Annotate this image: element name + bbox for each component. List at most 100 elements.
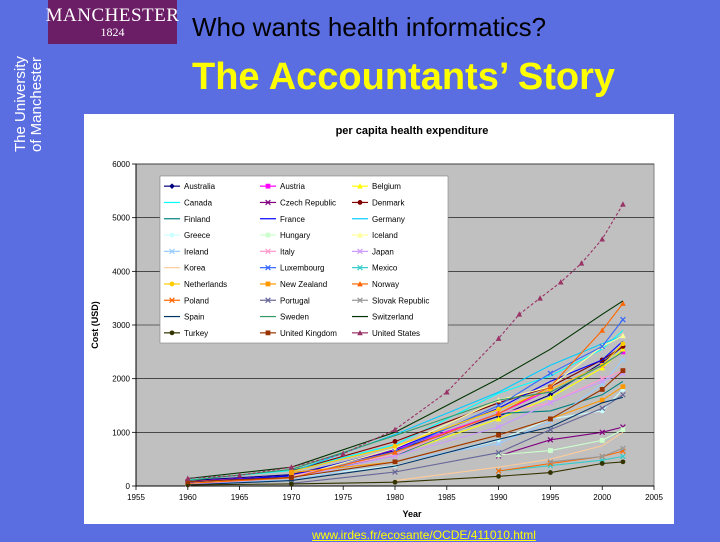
legend-label: United Kingdom [280,329,337,338]
data-point [392,479,398,485]
university-vertical-name: The University of Manchester [8,44,48,154]
series-group [288,391,626,487]
legend-label: Korea [184,264,206,273]
legend-item: United Kingdom [260,329,337,338]
logo-name: MANCHESTER [45,4,180,26]
legend-marker [265,281,271,287]
x-axis-label: Year [402,509,422,519]
y-tick-label: 0 [126,482,131,491]
data-point [620,201,626,207]
legend-marker [265,232,271,238]
data-point [547,383,554,390]
data-point [578,260,585,266]
data-point [537,295,543,301]
legend-item: Finland [164,215,210,224]
data-point [547,426,554,433]
legend-marker [265,183,271,189]
legend-item: New Zealand [260,280,327,289]
legend-label: Belgium [372,182,401,191]
legend-marker [169,330,175,336]
legend-label: New Zealand [280,280,327,289]
legend-marker [169,248,175,255]
legend-item: Australia [164,182,216,191]
legend-label: Hungary [280,231,310,240]
data-point [548,448,553,453]
data-point [496,473,501,479]
source-link[interactable]: www.irdes.fr/ecosante/OCDE/411010.html [312,528,536,542]
legend-marker [357,183,363,189]
legend-label: Mexico [372,264,398,273]
series-group [187,396,624,486]
data-point [599,236,605,242]
y-tick-label: 5000 [112,214,130,223]
data-point [516,311,523,317]
legend-item: Mexico [352,264,398,273]
legend-label: Switzerland [372,313,413,322]
vertical-line-1: The University [12,56,29,152]
data-point [392,469,398,475]
data-point [392,459,398,465]
data-point [392,426,398,433]
series-line [187,396,624,486]
data-point [620,341,626,347]
legend-item: Poland [164,296,209,305]
y-axis-label: Cost (USD) [90,301,100,349]
data-point [599,429,606,436]
legend-marker [265,330,271,336]
legend-label: France [280,215,305,224]
data-point [620,300,626,306]
data-point [496,406,501,412]
data-point [289,475,294,480]
legend-item: Slovak Republic [352,296,429,305]
data-point [495,449,502,456]
x-tick-label: 2000 [593,493,611,502]
data-point [236,472,243,478]
series-group [496,427,626,458]
chart-title: per capita health expenditure [336,125,489,137]
legend-marker [357,264,363,271]
legend-marker [357,297,363,304]
data-point [495,335,502,341]
series-line [498,450,624,472]
data-point [548,416,553,422]
series-line [291,394,624,484]
series-line [291,389,624,478]
legend-marker [357,329,363,336]
data-point [288,464,295,470]
data-point [620,453,626,460]
x-tick-label: 1980 [386,493,404,502]
series-group [547,445,626,465]
data-point [392,449,398,455]
data-point [495,468,502,474]
data-point [599,453,606,460]
x-tick-label: 1970 [283,493,301,502]
legend-marker [169,183,175,189]
data-point [620,316,626,323]
data-point [620,391,626,398]
x-tick-label: 1975 [334,493,352,502]
data-point [185,475,191,481]
legend-marker [357,232,363,238]
data-point [392,443,398,449]
legend-item: Iceland [352,231,398,240]
legend-item: Portugal [260,296,310,305]
data-point [495,440,502,447]
data-point [289,481,294,487]
series-group [185,368,626,485]
legend-item: Denmark [352,198,405,207]
expenditure-chart: 0 1000 2000 3000 4000 5000 6000 1955 1960 1965 197… [90,125,663,519]
legend-label: Norway [372,280,399,289]
legend-label: Iceland [372,231,398,240]
legend-item: Hungary [260,231,310,240]
legend-marker [169,297,175,304]
series-line [291,343,624,473]
series-line [498,429,624,456]
data-point [495,424,502,430]
legend-label: Spain [184,313,204,322]
legend-item: Belgium [352,182,401,191]
series-group [394,431,624,482]
data-point [620,445,626,452]
data-point [495,410,502,416]
data-point [548,470,553,475]
legend-item: Korea [164,264,206,273]
